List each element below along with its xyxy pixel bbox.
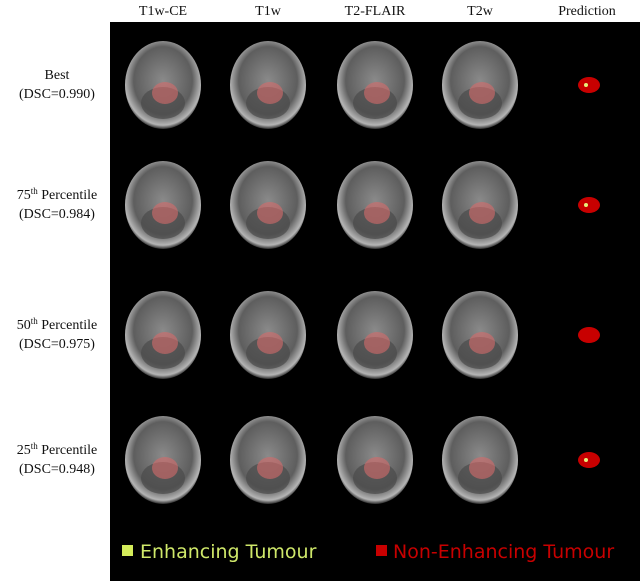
tumour-overlay — [469, 332, 495, 354]
tumour-overlay — [469, 202, 495, 224]
label-superscript: th — [31, 441, 39, 451]
label-text: 25 — [17, 443, 31, 458]
legend-swatch-non-enhancing — [376, 545, 387, 556]
tumour-overlay — [257, 82, 283, 104]
tumour-overlay — [364, 82, 390, 104]
label-text: Percentile — [38, 318, 97, 333]
label-superscript: th — [31, 186, 39, 196]
tumour-overlay — [364, 457, 390, 479]
tumour-overlay — [257, 332, 283, 354]
row-dsc: (DSC=0.984) — [19, 207, 95, 222]
legend-label: Enhancing Tumour — [140, 541, 317, 563]
label-superscript: th — [31, 316, 39, 326]
label-text: Percentile — [38, 443, 97, 458]
row-dsc: (DSC=0.975) — [19, 337, 95, 352]
row-label: 75th Percentile — [17, 186, 98, 203]
tumour-overlay — [257, 202, 283, 224]
tumour-overlay — [152, 202, 178, 224]
row-dsc: (DSC=0.990) — [19, 87, 95, 102]
row-label: 50th Percentile — [17, 316, 98, 333]
tumour-overlay — [364, 332, 390, 354]
enhancing-spot — [584, 458, 588, 462]
label-text: 75 — [17, 188, 31, 203]
row-label: Best — [45, 68, 70, 83]
tumour-overlay — [152, 82, 178, 104]
prediction-mask — [578, 327, 600, 343]
label-text: Percentile — [38, 188, 97, 203]
label-text: 50 — [17, 318, 31, 333]
tumour-overlay — [469, 457, 495, 479]
column-header: T1w-CE — [139, 4, 187, 19]
tumour-overlay — [469, 82, 495, 104]
column-header: T2-FLAIR — [345, 4, 406, 19]
legend-swatch-enhancing — [122, 545, 133, 556]
prediction-mask — [578, 452, 600, 468]
prediction-mask — [578, 197, 600, 213]
prediction-mask — [578, 77, 600, 93]
legend-label: Non-Enhancing Tumour — [393, 541, 614, 563]
column-header: Prediction — [558, 4, 616, 19]
enhancing-spot — [584, 83, 588, 87]
column-header: T2w — [467, 4, 494, 19]
label-text: Best — [45, 68, 70, 83]
enhancing-spot — [584, 203, 588, 207]
column-header: T1w — [255, 4, 282, 19]
row-dsc: (DSC=0.948) — [19, 462, 95, 477]
row-label: 25th Percentile — [17, 441, 98, 458]
tumour-overlay — [257, 457, 283, 479]
header-strip — [110, 0, 640, 22]
tumour-overlay — [364, 202, 390, 224]
tumour-overlay — [152, 457, 178, 479]
tumour-overlay — [152, 332, 178, 354]
